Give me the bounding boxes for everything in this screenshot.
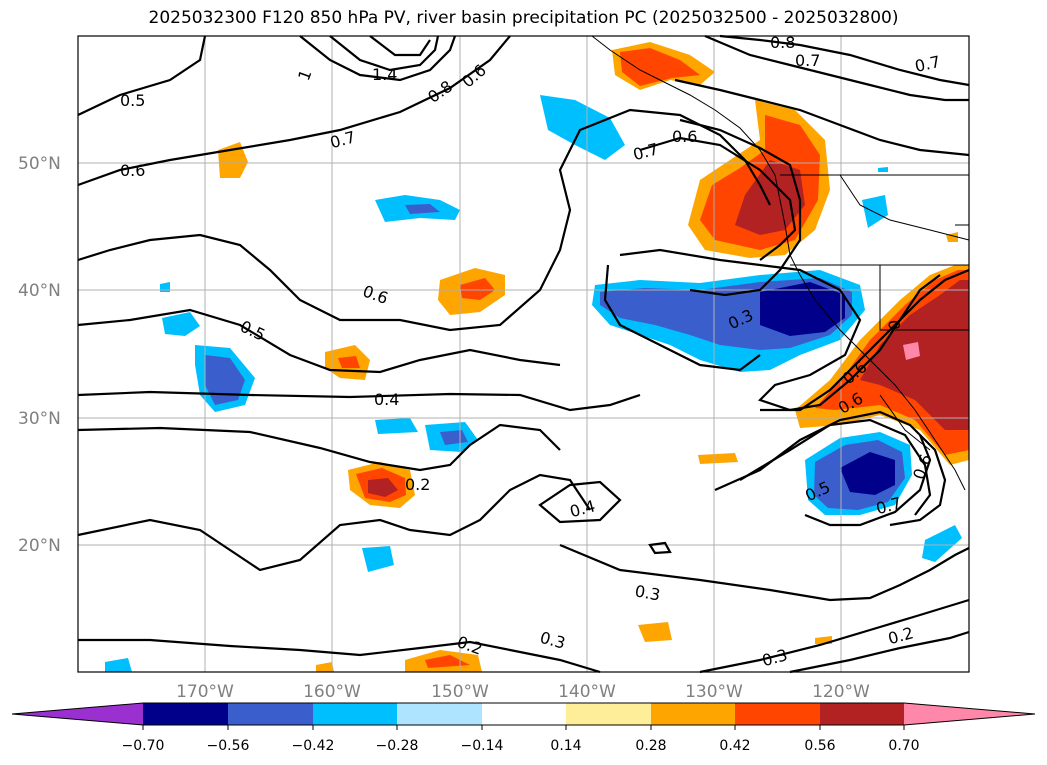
fill-patch xyxy=(405,204,440,214)
lat-tick-group: 50°N 40°N 30°N 20°N xyxy=(18,154,61,556)
fill-patch xyxy=(878,167,888,172)
colorbar-swatch xyxy=(566,703,651,725)
colorbar-low-triangle xyxy=(12,703,143,725)
colorbar-tick: −0.14 xyxy=(461,738,504,754)
lon-tick: 170°W xyxy=(176,682,234,702)
lat-tick: 50°N xyxy=(18,154,61,174)
fill-patch xyxy=(638,622,672,642)
colorbar-tick: 0.56 xyxy=(804,738,835,754)
fill-patch xyxy=(375,418,418,434)
contour-label: 0.3 xyxy=(633,581,661,604)
lon-tick: 140°W xyxy=(558,682,616,702)
map-border xyxy=(77,35,970,673)
lon-tick-group: 170°W 160°W 150°W 140°W 130°W 120°W xyxy=(176,682,870,702)
fill-patch xyxy=(862,195,888,228)
colorbar-swatch xyxy=(651,703,735,725)
fill-patch xyxy=(903,342,920,360)
fill-patch xyxy=(362,546,394,572)
colorbar-tick: −0.70 xyxy=(122,738,165,754)
colorbar-swatch xyxy=(735,703,820,725)
colorbar-tick: 0.42 xyxy=(719,738,750,754)
colorbar-tick: −0.28 xyxy=(376,738,419,754)
fill-patch xyxy=(735,160,805,235)
fill-patch xyxy=(338,356,360,368)
colorbar-high-triangle xyxy=(904,703,1035,725)
colorbar-swatch xyxy=(143,703,228,725)
contour-label: 0 xyxy=(885,320,904,330)
fill-patch xyxy=(368,478,398,497)
coastlines xyxy=(591,35,970,491)
colorbar-swatch xyxy=(820,703,904,725)
colorbar-tick: 0.70 xyxy=(888,738,919,754)
contour-label: 0.7 xyxy=(913,52,942,76)
colorbar-tick: −0.56 xyxy=(207,738,250,754)
contour-label: 0.7 xyxy=(795,51,820,70)
map-title: 2025032300 F120 850 hPa PV, river basin … xyxy=(148,8,899,28)
lon-tick: 150°W xyxy=(431,682,489,702)
colorbar-swatch xyxy=(482,703,566,725)
lat-tick: 30°N xyxy=(18,409,61,429)
fill-patch xyxy=(440,430,468,445)
lon-tick: 120°W xyxy=(812,682,870,702)
fill-patch xyxy=(760,282,845,336)
fill-patch xyxy=(205,355,245,405)
gridlines xyxy=(78,36,969,672)
fill-patch xyxy=(460,278,495,300)
colorbar: −0.70 −0.56 −0.42 −0.28 −0.14 0.14 0.28 … xyxy=(11,702,1036,754)
lat-tick: 40°N xyxy=(18,281,61,301)
precip-fills xyxy=(105,42,969,672)
fill-patch xyxy=(540,95,625,160)
colorbar-tick: 0.14 xyxy=(550,738,581,754)
colorbar-tick: −0.42 xyxy=(292,738,335,754)
fill-patch xyxy=(316,662,334,672)
colorbar-tick: 0.28 xyxy=(635,738,666,754)
fill-patch xyxy=(162,312,200,336)
colorbar-swatch xyxy=(397,703,482,725)
fill-patch xyxy=(105,658,132,672)
colorbar-swatch xyxy=(228,703,313,725)
contour-label: 0.6 xyxy=(672,127,697,146)
contour-label: 0.8 xyxy=(770,33,795,52)
lat-tick: 20°N xyxy=(18,536,61,556)
fill-patch xyxy=(698,453,738,464)
fill-patch xyxy=(620,48,700,86)
contour-label: 0.4 xyxy=(374,390,399,409)
lon-tick: 160°W xyxy=(303,682,361,702)
fill-patch xyxy=(425,655,470,668)
fill-patch xyxy=(840,452,895,495)
contour-label: 0.6 xyxy=(120,161,145,180)
contour-label: 1.4 xyxy=(372,65,397,84)
fill-patch xyxy=(922,525,962,562)
colorbar-swatch xyxy=(313,703,397,725)
contour-label: 0.2 xyxy=(405,475,430,494)
contour-label: 0.5 xyxy=(120,91,145,110)
lon-tick: 130°W xyxy=(685,682,743,702)
pv-contours xyxy=(77,34,970,674)
